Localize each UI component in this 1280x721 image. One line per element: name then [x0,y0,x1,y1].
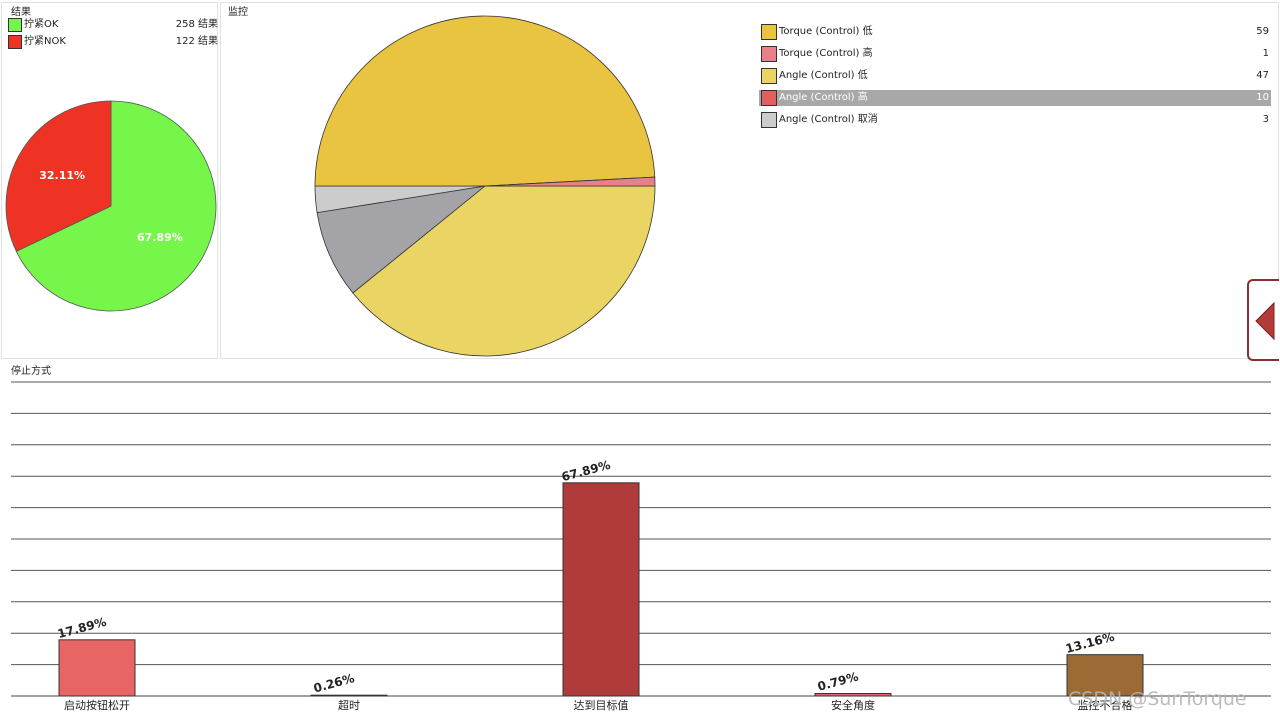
monitor-panel: 监控 Torque (Control) 低 59 Torque (Control… [220,2,1279,359]
monitor-pie-slice-0[interactable] [314,15,656,187]
legend-swatch [761,68,777,84]
results-panel-title: 结果 [11,7,31,18]
bar-4[interactable] [1066,654,1144,697]
legend-label: Torque (Control) 低 [779,26,873,37]
legend-swatch [761,112,777,128]
bar-2[interactable] [562,482,640,697]
bar-1[interactable] [310,694,388,697]
monitor-pie-chart [314,15,656,357]
results-panel: 结果 拧紧OK 258 结果 拧紧NOK 122 结果 67.89% 32.11% [1,2,218,359]
monitor-legend-item-angle-cancel[interactable]: Angle (Control) 取消 3 [759,112,1271,128]
legend-label: Angle (Control) 取消 [779,114,878,125]
legend-swatch [8,35,22,49]
legend-label: Angle (Control) 低 [779,70,868,81]
monitor-panel-title: 监控 [228,7,248,18]
pie-slice-0[interactable] [15,100,217,312]
bar-0[interactable] [58,639,136,697]
legend-swatch [761,24,777,40]
monitor-legend-item-angle-low[interactable]: Angle (Control) 低 47 [759,68,1271,84]
legend-label: Angle (Control) 高 [779,92,868,103]
legend-count: 258 结果 [175,19,218,30]
category-label: 超时 [338,698,360,712]
bar-value-label: 0.79% [816,670,860,694]
monitor-pie-slice-1[interactable] [484,176,656,187]
bar-value-label: 67.89% [560,458,612,484]
legend-swatch [761,90,777,106]
bar-value-label: 0.26% [312,671,356,695]
legend-count: 1 [1262,48,1269,59]
legend-label: Torque (Control) 高 [779,48,873,59]
monitor-pie-slice-3[interactable] [316,185,487,294]
monitor-legend-item-torque-low[interactable]: Torque (Control) 低 59 [759,24,1271,40]
legend-label: 拧紧NOK [24,36,66,47]
collapse-panel-button[interactable] [1247,279,1279,361]
category-label: 达到目标值 [574,698,629,712]
bar-value-label: 17.89% [56,615,108,641]
category-label: 安全角度 [831,698,875,712]
results-pie-chart: 67.89% 32.11% [5,100,217,312]
category-label: 启动按钮松开 [64,698,130,712]
legend-count: 3 [1262,114,1269,125]
legend-count: 47 [1256,70,1269,81]
category-label: 监控不合格 [1078,698,1133,712]
monitor-legend-item-torque-high[interactable]: Torque (Control) 高 1 [759,46,1271,62]
legend-swatch [8,18,22,32]
chevron-left-icon [1255,301,1275,341]
pie-slice-label: 67.89% [137,231,183,244]
bar-3[interactable] [814,693,892,697]
watermark-text: CSDN @SunTorque [1068,688,1247,710]
pie-slice-label: 32.11% [39,169,85,182]
legend-count: 10 [1256,92,1269,103]
results-legend-item-ok[interactable]: 拧紧OK 258 结果 [6,17,218,33]
stop-mode-bar-chart: 17.89%启动按钮松开0.26%超时67.89%达到目标值0.79%安全角度1… [11,381,1271,712]
legend-count: 122 结果 [175,36,218,47]
legend-swatch [761,46,777,62]
monitor-pie-slice-2[interactable] [352,185,656,357]
monitor-legend-item-angle-high[interactable]: Angle (Control) 高 10 [759,90,1271,106]
legend-label: 拧紧OK [24,19,59,30]
legend-count: 59 [1256,26,1269,37]
stop-mode-panel: 停止方式 17.89% 启动按钮松开 0.26% 超时 67.89% 达到目标值 0.79%… [1,362,1279,720]
pie-slice-1[interactable] [5,100,112,252]
results-legend-item-nok[interactable]: 拧紧NOK 122 结果 [6,34,218,50]
stop-mode-panel-title: 停止方式 [11,366,51,377]
